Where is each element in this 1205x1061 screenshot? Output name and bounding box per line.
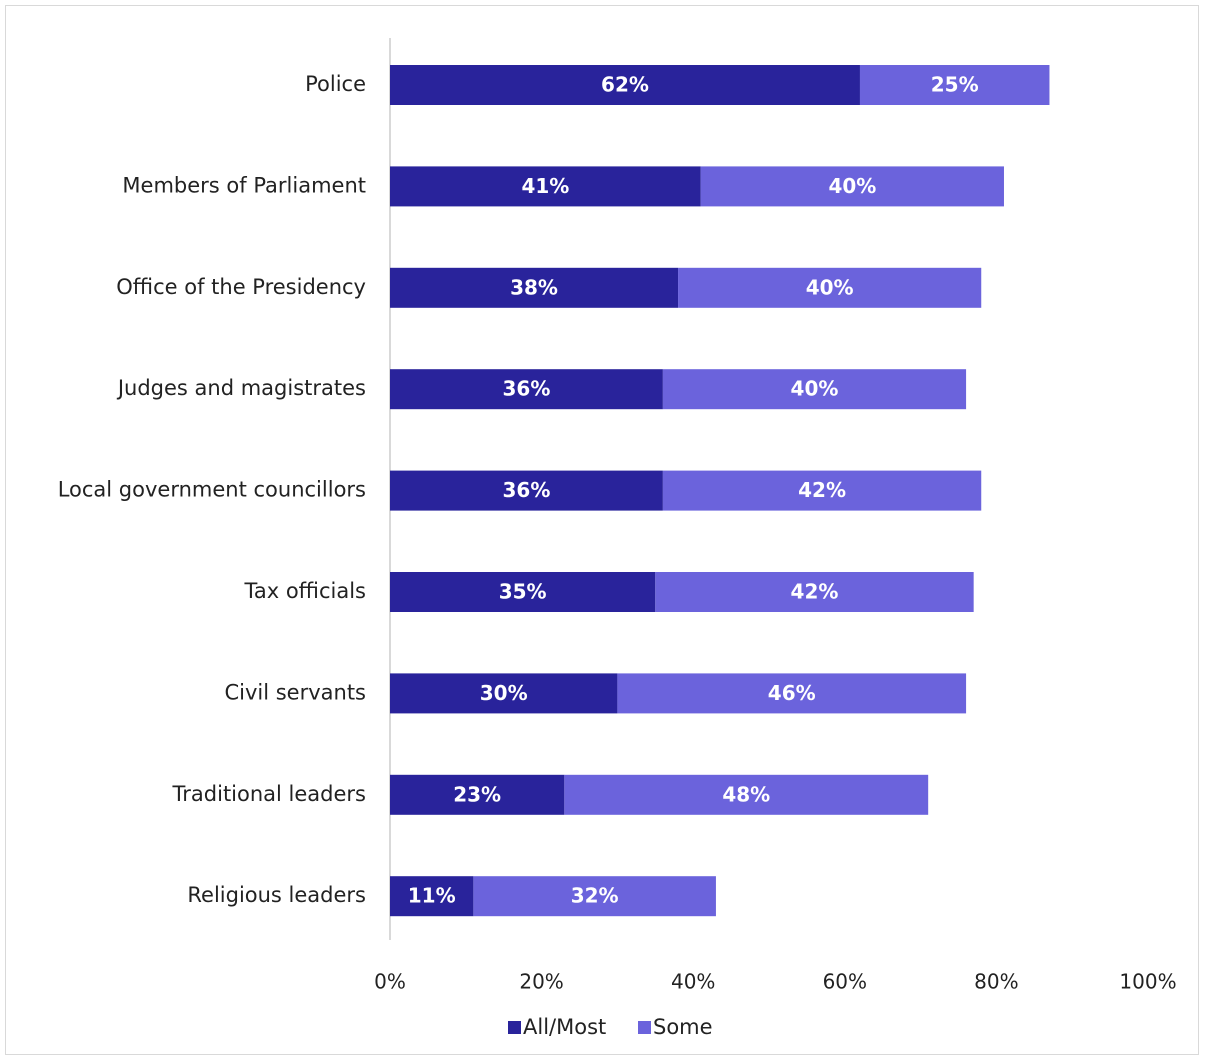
bar-all-most: [390, 774, 565, 815]
category-label: Police: [305, 72, 366, 96]
bar-all-most: [390, 876, 474, 917]
data-label: 23%: [453, 782, 501, 806]
x-tick-label: 20%: [519, 970, 563, 994]
legend-label: All/Most: [523, 1015, 606, 1039]
x-tick-label: 100%: [1119, 970, 1176, 994]
bar-all-most: [390, 65, 860, 105]
x-tick-label: 80%: [974, 970, 1018, 994]
data-label: 30%: [480, 681, 528, 705]
data-label: 38%: [510, 275, 558, 299]
category-label: Local government councillors: [58, 478, 366, 502]
bar-all-most: [390, 470, 663, 511]
bar-some: [662, 470, 982, 511]
bar-some: [473, 876, 716, 917]
bar-some: [700, 166, 1004, 207]
data-label: 36%: [503, 377, 551, 401]
category-label: Religious leaders: [187, 883, 366, 907]
bar-some: [678, 267, 982, 308]
data-label: 42%: [798, 478, 846, 502]
bar-some: [617, 673, 967, 714]
bar-some: [662, 369, 967, 410]
bar-some: [655, 572, 974, 612]
data-label: 35%: [499, 580, 547, 604]
data-label: 46%: [768, 681, 816, 705]
category-label: Judges and magistrates: [116, 376, 366, 400]
data-label: 25%: [931, 73, 979, 97]
category-label: Tax officials: [244, 579, 367, 603]
category-label: Traditional leaders: [172, 782, 366, 806]
data-label: 32%: [571, 884, 619, 908]
data-label: 48%: [722, 782, 770, 806]
data-label: 40%: [828, 174, 876, 198]
bar-all-most: [390, 267, 679, 308]
data-label: 62%: [601, 73, 649, 97]
data-label: 11%: [408, 884, 456, 908]
category-label: Civil servants: [224, 680, 366, 704]
legend-swatch: [508, 1021, 521, 1034]
data-label: 40%: [806, 275, 854, 299]
data-label: 41%: [521, 174, 569, 198]
category-label: Office of the Presidency: [116, 275, 366, 299]
legend-swatch: [638, 1021, 651, 1034]
data-label: 36%: [503, 478, 551, 502]
x-tick-label: 40%: [671, 970, 715, 994]
bar-all-most: [390, 572, 656, 612]
data-label: 42%: [791, 580, 839, 604]
bar-all-most: [390, 673, 618, 714]
bar-some: [564, 774, 929, 815]
legend-label: Some: [653, 1015, 713, 1039]
x-tick-label: 0%: [374, 970, 406, 994]
bar-some: [859, 65, 1050, 105]
category-label: Members of Parliament: [122, 173, 366, 197]
bar-all-most: [390, 369, 663, 410]
x-tick-label: 60%: [823, 970, 867, 994]
bar-all-most: [390, 166, 701, 207]
data-label: 40%: [791, 377, 839, 401]
